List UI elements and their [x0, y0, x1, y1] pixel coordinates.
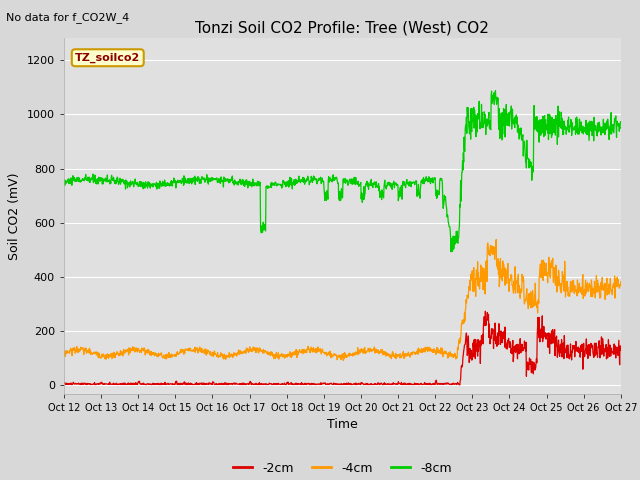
-4cm — [502, 267, 510, 273]
-4cm — [246, 346, 254, 351]
Y-axis label: Soil CO2 (mV): Soil CO2 (mV) — [8, 172, 21, 260]
Line: -8cm: -8cm — [64, 91, 621, 252]
-2cm — [617, 347, 625, 353]
-4cm — [170, 352, 178, 358]
-4cm — [184, 346, 191, 352]
-4cm — [492, 237, 500, 242]
-8cm — [552, 132, 559, 138]
-2cm — [552, 335, 559, 341]
Text: TZ_soilco2: TZ_soilco2 — [75, 53, 140, 63]
-2cm — [429, 381, 436, 386]
-4cm — [60, 348, 68, 354]
-2cm — [246, 379, 254, 384]
Line: -2cm: -2cm — [64, 311, 621, 385]
Title: Tonzi Soil CO2 Profile: Tree (West) CO2: Tonzi Soil CO2 Profile: Tree (West) CO2 — [195, 21, 490, 36]
-8cm — [617, 119, 625, 125]
-2cm — [502, 346, 510, 351]
-4cm — [552, 282, 559, 288]
-8cm — [60, 176, 68, 182]
-2cm — [60, 380, 68, 385]
Legend: -2cm, -4cm, -8cm: -2cm, -4cm, -8cm — [228, 456, 456, 480]
Line: -4cm: -4cm — [64, 240, 621, 360]
-8cm — [246, 182, 254, 188]
X-axis label: Time: Time — [327, 418, 358, 431]
-2cm — [184, 381, 191, 387]
-4cm — [617, 279, 625, 285]
Text: No data for f_CO2W_4: No data for f_CO2W_4 — [6, 12, 130, 23]
-2cm — [481, 308, 489, 314]
-8cm — [170, 180, 178, 185]
-8cm — [429, 179, 436, 185]
-8cm — [492, 88, 499, 94]
-4cm — [340, 358, 348, 363]
-8cm — [447, 249, 455, 254]
-8cm — [184, 176, 191, 181]
-2cm — [456, 382, 463, 388]
-4cm — [429, 347, 437, 352]
-2cm — [170, 381, 178, 387]
-8cm — [502, 102, 510, 108]
